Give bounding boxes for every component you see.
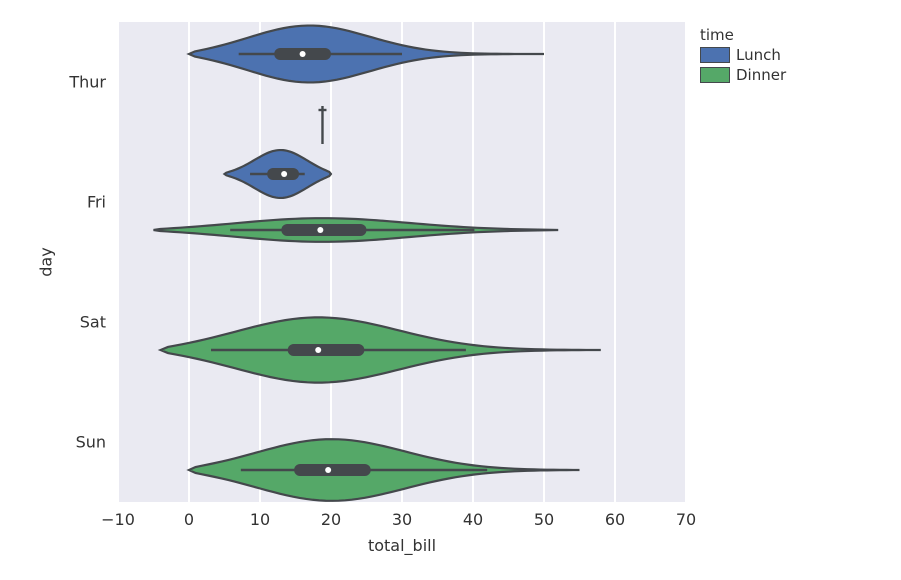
legend-label: Dinner xyxy=(736,66,786,84)
box-iqr xyxy=(288,344,365,356)
y-tick-label: Sun xyxy=(76,433,106,452)
legend-label: Lunch xyxy=(736,46,781,64)
x-tick-label: 0 xyxy=(184,510,194,529)
plot-area xyxy=(118,22,686,502)
y-tick-label: Thur xyxy=(69,73,106,92)
box-iqr xyxy=(294,464,371,476)
x-axis-label: total_bill xyxy=(368,536,436,555)
legend-item: Lunch xyxy=(700,46,786,64)
box-median xyxy=(300,51,306,57)
y-axis-label: day xyxy=(37,247,56,276)
legend-item: Dinner xyxy=(700,66,786,84)
x-tick-label: 60 xyxy=(605,510,625,529)
box-median xyxy=(281,171,287,177)
x-tick-label: 50 xyxy=(534,510,554,529)
x-tick-label: 30 xyxy=(392,510,412,529)
legend-swatch xyxy=(700,67,730,83)
x-tick-label: 10 xyxy=(250,510,270,529)
box-median xyxy=(325,467,331,473)
legend: time Lunch Dinner xyxy=(700,26,786,84)
x-tick-label: −10 xyxy=(101,510,135,529)
box-median xyxy=(315,347,321,353)
x-tick-label: 40 xyxy=(463,510,483,529)
box-iqr xyxy=(281,224,366,236)
y-tick-label: Fri xyxy=(87,193,106,212)
box-median xyxy=(317,227,323,233)
y-tick-label: Sat xyxy=(80,313,106,332)
x-tick-label: 20 xyxy=(321,510,341,529)
x-tick-label: 70 xyxy=(676,510,696,529)
legend-title: time xyxy=(700,26,786,44)
legend-swatch xyxy=(700,47,730,63)
